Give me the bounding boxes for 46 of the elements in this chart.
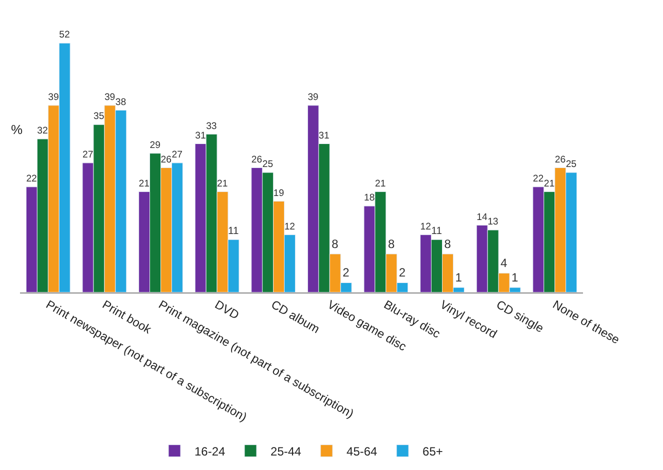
legend-label: 25-44 — [270, 444, 302, 458]
data-label: 2 — [398, 266, 406, 280]
data-label: 11 — [431, 226, 442, 238]
y-axis-title: % — [11, 122, 23, 137]
data-label: 13 — [488, 216, 498, 228]
data-label: 8 — [388, 236, 395, 251]
data-label: 25 — [262, 159, 274, 170]
data-label: 8 — [332, 236, 339, 251]
data-label: 25 — [566, 159, 577, 170]
data-label: 52 — [59, 30, 70, 41]
data-label: 21 — [138, 178, 150, 190]
data-label: 22 — [532, 173, 544, 184]
data-label: 11 — [228, 226, 239, 238]
data-label: 22 — [26, 173, 37, 184]
data-label: 8 — [444, 236, 452, 251]
data-label: 18 — [364, 192, 375, 204]
legend-label: 65+ — [422, 444, 443, 458]
data-label: 38 — [115, 96, 126, 108]
data-label: 1 — [512, 270, 519, 285]
data-label: 39 — [48, 92, 59, 103]
data-label: 1 — [455, 270, 462, 285]
data-label: 26 — [251, 154, 262, 166]
data-label: 21 — [217, 178, 228, 190]
data-label: 35 — [93, 111, 104, 122]
data-label: 21 — [374, 178, 386, 190]
data-label: 26 — [554, 154, 566, 166]
data-label: 26 — [160, 154, 172, 166]
data-label: 27 — [82, 150, 94, 161]
x-tick-label: DVD — [212, 297, 242, 322]
data-label: 12 — [420, 221, 432, 232]
legend-label: 45-64 — [346, 444, 378, 458]
data-label: 4 — [500, 256, 508, 270]
data-label: 39 — [308, 92, 318, 103]
data-label: 32 — [37, 126, 48, 137]
data-label: 31 — [318, 130, 330, 142]
data-label: 21 — [544, 178, 555, 190]
data-label: 2 — [342, 266, 350, 280]
data-label: 39 — [104, 92, 116, 103]
data-label: 14 — [476, 212, 488, 223]
data-label: 33 — [206, 120, 217, 132]
data-label: 31 — [195, 130, 206, 142]
data-label: 27 — [172, 150, 182, 161]
data-label: 19 — [273, 188, 284, 199]
data-label: 12 — [284, 221, 296, 232]
data-label: 29 — [150, 140, 160, 151]
legend-label: 16-24 — [194, 444, 226, 458]
